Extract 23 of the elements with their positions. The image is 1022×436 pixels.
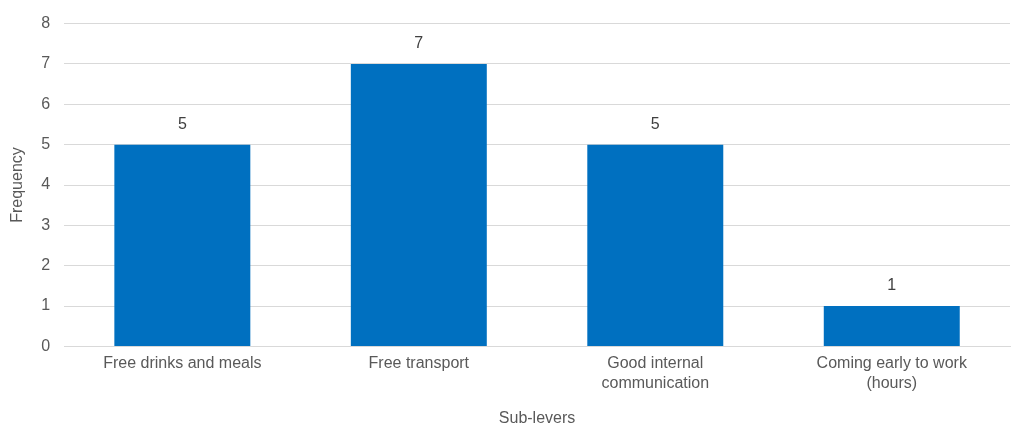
bar	[587, 144, 724, 346]
x-axis-title: Sub-levers	[498, 408, 576, 426]
data-label: 5	[177, 115, 187, 133]
data-label: 7	[414, 34, 424, 52]
x-tick-label: Free drinks and meals	[103, 354, 262, 372]
data-label: 1	[887, 276, 897, 294]
bar	[350, 63, 487, 346]
y-tick-label: 3	[41, 215, 51, 233]
y-tick-label: 8	[41, 14, 51, 32]
y-tick-label: 2	[41, 256, 51, 274]
y-axis-title: Frequency	[8, 147, 26, 223]
y-tick-label: 4	[41, 175, 51, 193]
bar	[823, 306, 960, 346]
y-tick-label: 0	[41, 336, 51, 354]
y-tick-label: 6	[41, 94, 51, 112]
x-tick-label: Coming early to work (hours)	[816, 354, 968, 391]
data-label: 5	[650, 115, 660, 133]
y-tick-label: 1	[41, 296, 51, 314]
x-tick-label: Free transport	[368, 354, 470, 372]
x-tick-label: Good internal communication	[601, 354, 710, 391]
y-tick-label: 5	[41, 135, 51, 153]
y-tick-label: 7	[41, 54, 51, 72]
bar	[114, 144, 251, 346]
